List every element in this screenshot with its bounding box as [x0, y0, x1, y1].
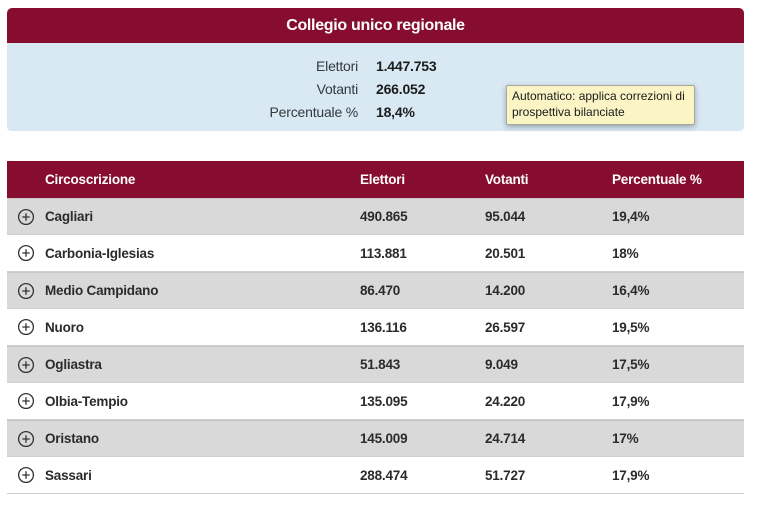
table-row: Olbia-Tempio 135.095 24.220 17,9% — [7, 383, 744, 420]
expand-cell — [7, 207, 45, 227]
column-header-percentuale: Percentuale % — [612, 172, 702, 187]
card-title-bar: Collegio unico regionale — [7, 8, 744, 43]
summary-label-votanti: Votanti — [316, 81, 359, 97]
expand-row-button[interactable] — [16, 243, 36, 263]
row-elettori: 86.470 — [360, 283, 401, 298]
row-circoscrizione: Nuoro — [45, 319, 84, 335]
expand-cell — [7, 317, 45, 337]
row-votanti: 9.049 — [485, 357, 518, 372]
row-elettori: 135.095 — [360, 393, 408, 409]
row-percentuale: 17,5% — [612, 357, 650, 372]
results-table: Circoscrizione Elettori Votanti Percentu… — [7, 161, 744, 494]
row-percentuale: 19,4% — [612, 209, 650, 224]
expand-cell — [7, 243, 45, 263]
row-elettori: 288.474 — [360, 467, 408, 483]
row-percentuale: 19,5% — [612, 319, 650, 335]
circle-plus-icon — [17, 466, 35, 484]
summary-value-percentuale: 18,4% — [376, 104, 415, 120]
expand-cell — [7, 391, 45, 411]
expand-cell — [7, 465, 45, 485]
row-circoscrizione: Sassari — [45, 467, 92, 483]
summary-value-votanti: 266.052 — [376, 81, 426, 97]
table-row: Carbonia-Iglesias 113.881 20.501 18% — [7, 235, 744, 272]
summary-value-elettori: 1.447.753 — [376, 58, 437, 74]
column-header-votanti: Votanti — [485, 172, 529, 187]
table-body: Cagliari 490.865 95.044 19,4% Carbonia-Igles… — [7, 198, 744, 494]
expand-row-button[interactable] — [16, 355, 36, 375]
row-circoscrizione: Cagliari — [45, 209, 93, 224]
row-circoscrizione: Carbonia-Iglesias — [45, 245, 155, 261]
table-row: Cagliari 490.865 95.044 19,4% — [7, 198, 744, 235]
row-votanti: 24.714 — [485, 431, 526, 446]
circle-plus-icon — [17, 356, 35, 373]
table-row: Oristano 145.009 24.714 17% — [7, 420, 744, 457]
expand-cell — [7, 355, 45, 375]
circle-plus-icon — [17, 318, 35, 336]
row-elettori: 490.865 — [360, 209, 408, 224]
tooltip: Automatico: applica correzioni di prospe… — [506, 85, 695, 126]
row-votanti: 14.200 — [485, 283, 526, 298]
summary-label-elettori: Elettori — [316, 58, 358, 74]
summary-row-elettori: Elettori 1.447.753 — [7, 55, 744, 78]
row-percentuale: 17,9% — [612, 393, 650, 409]
circle-plus-icon — [17, 244, 35, 262]
row-votanti: 95.044 — [485, 209, 526, 224]
expand-row-button[interactable] — [16, 465, 36, 485]
expand-row-button[interactable] — [16, 391, 36, 411]
row-circoscrizione: Olbia-Tempio — [45, 393, 128, 409]
expand-row-button[interactable] — [16, 317, 36, 337]
circle-plus-icon — [17, 430, 35, 447]
expand-row-button[interactable] — [16, 281, 36, 301]
column-header-elettori: Elettori — [360, 172, 405, 187]
summary-panel: Elettori 1.447.753 Votanti 266.052 Perce… — [7, 43, 744, 131]
row-elettori: 145.009 — [360, 431, 408, 446]
circle-plus-icon — [17, 282, 35, 299]
table-row: Sassari 288.474 51.727 17,9% — [7, 457, 744, 494]
row-percentuale: 18% — [612, 245, 639, 261]
row-elettori: 51.843 — [360, 357, 401, 372]
row-votanti: 20.501 — [485, 245, 526, 261]
column-header-circoscrizione: Circoscrizione — [45, 172, 136, 187]
summary-card: Collegio unico regionale Elettori 1.447.… — [7, 8, 744, 131]
row-elettori: 113.881 — [360, 245, 407, 261]
circle-plus-icon — [17, 208, 35, 225]
row-percentuale: 17,9% — [612, 467, 650, 483]
page-title: Collegio unico regionale — [286, 16, 465, 34]
table-row: Medio Campidano 86.470 14.200 16,4% — [7, 272, 744, 309]
summary-label-percentuale: Percentuale % — [269, 104, 359, 120]
row-circoscrizione: Medio Campidano — [45, 283, 159, 298]
expand-cell — [7, 429, 45, 449]
row-circoscrizione: Ogliastra — [45, 357, 102, 372]
row-votanti: 51.727 — [485, 467, 526, 483]
row-elettori: 136.116 — [360, 319, 407, 335]
row-votanti: 26.597 — [485, 319, 526, 335]
row-percentuale: 17% — [612, 431, 639, 446]
table-row: Nuoro 136.116 26.597 19,5% — [7, 309, 744, 346]
summary-row-percentuale: Percentuale % 18,4% — [7, 101, 744, 124]
row-votanti: 24.220 — [485, 393, 526, 409]
table-header: Circoscrizione Elettori Votanti Percentu… — [7, 161, 744, 198]
row-circoscrizione: Oristano — [45, 431, 99, 446]
page: Collegio unico regionale Elettori 1.447.… — [7, 8, 744, 131]
row-percentuale: 16,4% — [612, 283, 650, 298]
table-row: Ogliastra 51.843 9.049 17,5% — [7, 346, 744, 383]
circle-plus-icon — [17, 392, 35, 410]
summary-row-votanti: Votanti 266.052 — [7, 78, 744, 101]
expand-cell — [7, 281, 45, 301]
expand-row-button[interactable] — [16, 207, 36, 227]
expand-row-button[interactable] — [16, 429, 36, 449]
